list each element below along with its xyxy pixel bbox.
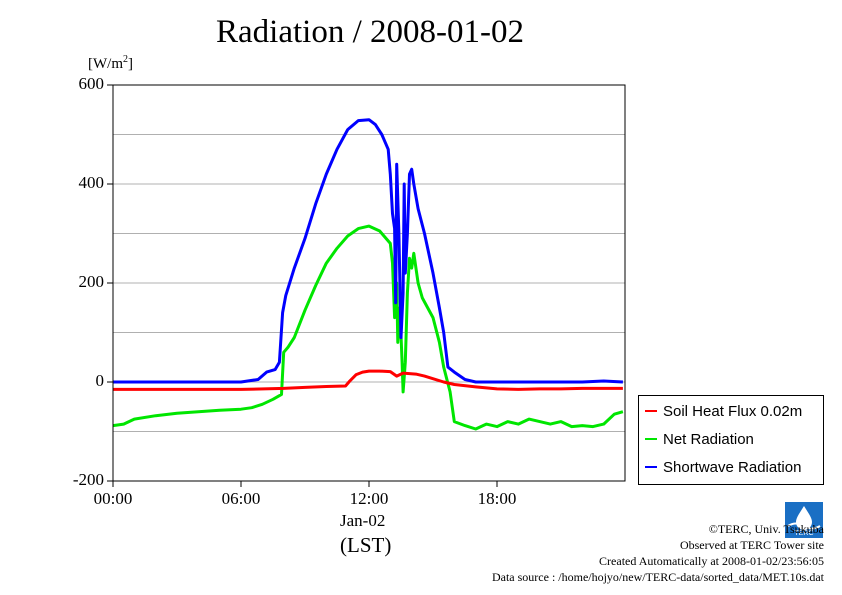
series-line-soil-heat-flux-0-02m (113, 369, 623, 391)
terc-logo-icon: TERC (785, 502, 823, 538)
credit-text: ©TERC, Univ. Tsukuba (708, 522, 824, 536)
x-tick-label: 00:00 (93, 489, 133, 508)
series-line-net-radiation (112, 224, 624, 431)
legend-label: Net Radiation (663, 430, 754, 448)
axis-ticks (107, 84, 498, 487)
grid-lines (113, 134, 625, 432)
chart-legend: Soil Heat Flux 0.02m Net Radiation Short… (638, 395, 824, 485)
legend-entry-soil-heat-flux: Soil Heat Flux 0.02m (645, 401, 802, 421)
y-tick-label: 0 (95, 371, 105, 390)
y-axis-unit: [W/m2] (88, 54, 133, 72)
legend-label: Soil Heat Flux 0.02m (663, 402, 803, 420)
y-tick-label: -200 (72, 470, 104, 489)
site-text: Observed at TERC Tower site (679, 538, 824, 552)
legend-swatch (645, 410, 657, 412)
legend-swatch (645, 466, 657, 468)
x-tick-label: 18:00 (477, 489, 517, 508)
svg-text:TERC: TERC (794, 530, 813, 537)
x-tick-label: 12:00 (349, 489, 389, 508)
legend-entry-shortwave-radiation: Shortwave Radiation (645, 457, 801, 477)
series-group (112, 118, 624, 431)
x-axis-zone-label: (LST) (340, 533, 392, 557)
series-line-shortwave-radiation (113, 118, 623, 384)
footer-info: ©TERC, Univ. Tsukuba Observed at TERC To… (492, 521, 824, 585)
y-tick-label: 200 (78, 272, 105, 291)
y-tick-label: 600 (78, 74, 105, 93)
y-tick-label: 400 (78, 173, 105, 192)
legend-label: Shortwave Radiation (663, 458, 802, 476)
x-axis-date-label: Jan-02 (340, 511, 386, 530)
chart-title: Radiation / 2008-01-02 (216, 14, 524, 50)
x-tick-label: 06:00 (221, 489, 261, 508)
created-text: Created Automatically at 2008-01-02/23:5… (599, 554, 824, 568)
source-text: Data source : /home/hojyo/new/TERC-data/… (491, 570, 824, 584)
legend-swatch (645, 438, 657, 440)
legend-entry-net-radiation: Net Radiation (645, 429, 754, 449)
